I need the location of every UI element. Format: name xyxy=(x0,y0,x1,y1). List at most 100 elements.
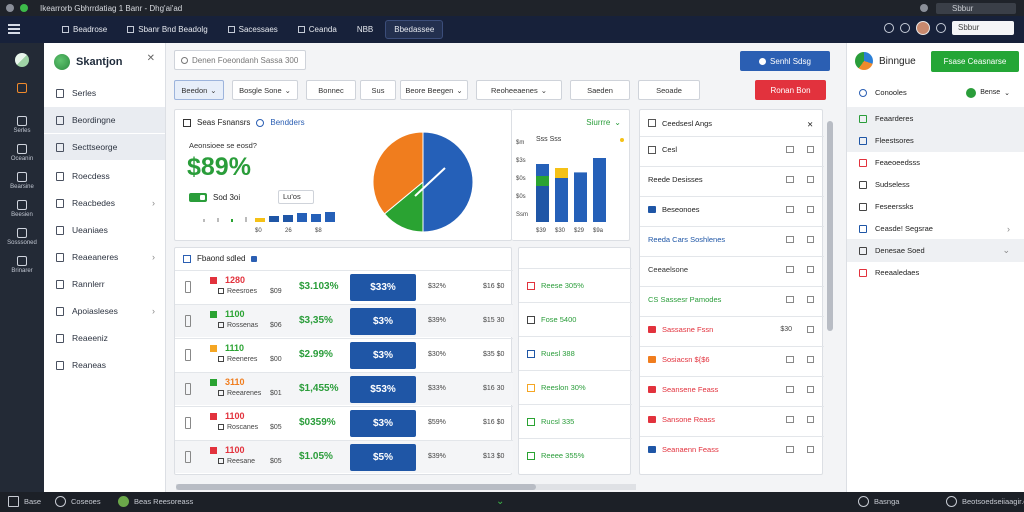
horizontal-scrollbar[interactable] xyxy=(176,484,636,490)
primary-action-button[interactable]: Senhl Sdsg xyxy=(740,51,830,71)
forward-icon[interactable] xyxy=(20,4,28,12)
checkbox[interactable] xyxy=(218,356,224,362)
mini-bar[interactable] xyxy=(536,176,549,186)
sidebar-item-secttseorge[interactable]: Secttseorge xyxy=(44,134,165,160)
sidebar-item-apoiasleses[interactable]: Apoiasleses › xyxy=(44,298,165,324)
brand[interactable]: Skantjon xyxy=(54,51,122,73)
checkbox[interactable] xyxy=(218,424,224,430)
close-icon[interactable]: ✕ xyxy=(146,53,155,64)
checkbox[interactable] xyxy=(807,446,814,454)
kpi-select[interactable]: Lu'os xyxy=(278,190,314,204)
checkbox[interactable] xyxy=(807,386,814,394)
close-icon[interactable]: ✕ xyxy=(807,119,814,129)
mini-bar[interactable] xyxy=(536,164,549,176)
copy-icon[interactable] xyxy=(786,386,794,394)
list-item[interactable]: Cesl xyxy=(640,136,824,163)
checkbox[interactable] xyxy=(807,146,814,154)
list-item[interactable]: Fose 5400 xyxy=(519,302,632,336)
right-panel-item[interactable]: Feaeoeedsss xyxy=(847,151,1024,174)
table-row[interactable]: 1110 Reeneres $00 $2.99% $3% $30% $35 $0 xyxy=(175,338,513,371)
filter-bonnec[interactable]: Bonnec xyxy=(306,80,356,100)
search-icon[interactable] xyxy=(936,23,946,33)
right-panel-item[interactable]: Reeaaledaes xyxy=(847,261,1024,284)
sidebar-item-serles[interactable]: Serles xyxy=(44,80,165,106)
tab-bbedassee[interactable]: Bbedassee xyxy=(385,20,444,39)
right-panel-button[interactable]: Fsase Ceasnarse xyxy=(931,51,1019,72)
table-row[interactable]: 1100 Roscanes $05 $0359% $3% $59% $16 $0 xyxy=(175,406,513,439)
mini-chart-header[interactable]: Siurrre ⌄ xyxy=(586,118,621,127)
danger-action-button[interactable]: Ronan Bon xyxy=(755,80,826,100)
checkbox[interactable] xyxy=(218,458,224,464)
copy-icon[interactable] xyxy=(786,356,794,364)
copy-icon[interactable] xyxy=(786,206,794,214)
pie-slice-orange[interactable] xyxy=(372,131,424,215)
mini-bar[interactable] xyxy=(536,186,549,222)
list-item[interactable]: Reede Desisses xyxy=(640,166,824,193)
copy-icon[interactable] xyxy=(786,176,794,184)
taskbar-item-basnga[interactable]: Basnga xyxy=(858,496,899,507)
avatar[interactable] xyxy=(916,21,930,35)
list-item[interactable]: Ruesl 388 xyxy=(519,336,632,370)
checkbox[interactable] xyxy=(218,288,224,294)
filter-saeden[interactable]: Saeden xyxy=(570,80,630,100)
notification-icon[interactable] xyxy=(920,4,928,12)
copy-icon[interactable] xyxy=(786,296,794,304)
tab-ceanda[interactable]: Ceanda xyxy=(290,20,345,39)
taskbar-item-coseoes[interactable]: Coseoes xyxy=(55,496,101,507)
list-item[interactable]: CS Sassesr Pamodes xyxy=(640,286,824,313)
kpi-tag[interactable]: Bendders xyxy=(270,118,305,127)
right-panel-item[interactable]: Denesae Soed ⌄ xyxy=(847,239,1024,262)
rail-item-brinarer[interactable]: Brinarer xyxy=(0,251,44,279)
mini-bar[interactable] xyxy=(574,172,587,222)
checkbox[interactable] xyxy=(807,206,814,214)
list-item[interactable]: Reeslon 30% xyxy=(519,370,632,404)
rail-item-sosssoned[interactable]: Sosssoned xyxy=(0,223,44,251)
rail-item-home[interactable] xyxy=(0,75,44,103)
copy-icon[interactable] xyxy=(786,266,794,274)
list-item[interactable]: Rucsl 335 xyxy=(519,404,632,438)
mini-bar[interactable] xyxy=(555,178,568,222)
row-action-button[interactable]: $5% xyxy=(350,444,416,471)
sidebar-item-beordingne[interactable]: Beordingne xyxy=(44,107,165,133)
sidebar-item-ueaniaes[interactable]: Ueaniaes xyxy=(44,217,165,243)
checkbox[interactable] xyxy=(807,416,814,424)
right-panel-item[interactable]: Fleestsores xyxy=(847,129,1024,152)
list-item[interactable]: Ceeaelsone xyxy=(640,256,824,283)
filter-beedon[interactable]: Beedon ⌄ xyxy=(174,80,224,100)
checkbox[interactable] xyxy=(807,296,814,304)
list-item[interactable]: Sassasne Fssn $30 xyxy=(640,316,824,343)
back-icon[interactable] xyxy=(6,4,14,12)
pie-slice-blue[interactable] xyxy=(422,131,474,233)
rail-item-beesien[interactable]: Beesien xyxy=(0,195,44,223)
scroll-thumb[interactable] xyxy=(827,121,833,331)
checkbox[interactable] xyxy=(218,390,224,396)
info-icon[interactable] xyxy=(256,118,265,127)
sidebar-item-reaeaneres[interactable]: Reaeaneres › xyxy=(44,244,165,270)
right-panel-item[interactable]: Feaarderes xyxy=(847,107,1024,130)
tab-beadrose[interactable]: Beadrose xyxy=(54,20,115,39)
table-row[interactable]: 1100 Reesane $05 $1.05% $5% $39% $13 $0 xyxy=(175,440,513,473)
copy-icon[interactable] xyxy=(786,416,794,424)
checkbox[interactable] xyxy=(807,356,814,364)
list-item[interactable]: Sansone Reass xyxy=(640,406,824,433)
tab-sacessaes[interactable]: Sacessaes xyxy=(220,20,286,39)
copy-icon[interactable] xyxy=(786,236,794,244)
filter-bosgle-sone[interactable]: Bosgle Sone ⌄ xyxy=(232,80,298,100)
sidebar-item-reacbedes[interactable]: Reacbedes › xyxy=(44,190,165,216)
row-action-button[interactable]: $3% xyxy=(350,308,416,335)
mini-bar[interactable] xyxy=(555,168,568,178)
os-search-field[interactable]: Sbbur xyxy=(936,2,1016,14)
rail-item-oceanin[interactable]: Oceanin xyxy=(0,139,44,167)
filter-sus[interactable]: Sus xyxy=(360,80,396,100)
right-panel-item[interactable]: Feseerssks xyxy=(847,195,1024,218)
sidebar-item-rannlerr[interactable]: Rannlerr xyxy=(44,271,165,297)
rail-item-bearsine[interactable]: Bearsine xyxy=(0,167,44,195)
filter-seoade[interactable]: Seoade xyxy=(638,80,700,100)
row-action-button[interactable]: $33% xyxy=(350,274,416,301)
right-panel-item[interactable]: Sudseless xyxy=(847,173,1024,196)
list-item[interactable]: Beseonoes xyxy=(640,196,824,223)
filter-reoheeaenes[interactable]: Reoheeaenes ⌄ xyxy=(476,80,562,100)
checkbox[interactable] xyxy=(807,176,814,184)
mini-bar[interactable] xyxy=(593,158,606,222)
search-input[interactable]: Denen Foeondanh Sassa 300 xyxy=(174,50,306,70)
